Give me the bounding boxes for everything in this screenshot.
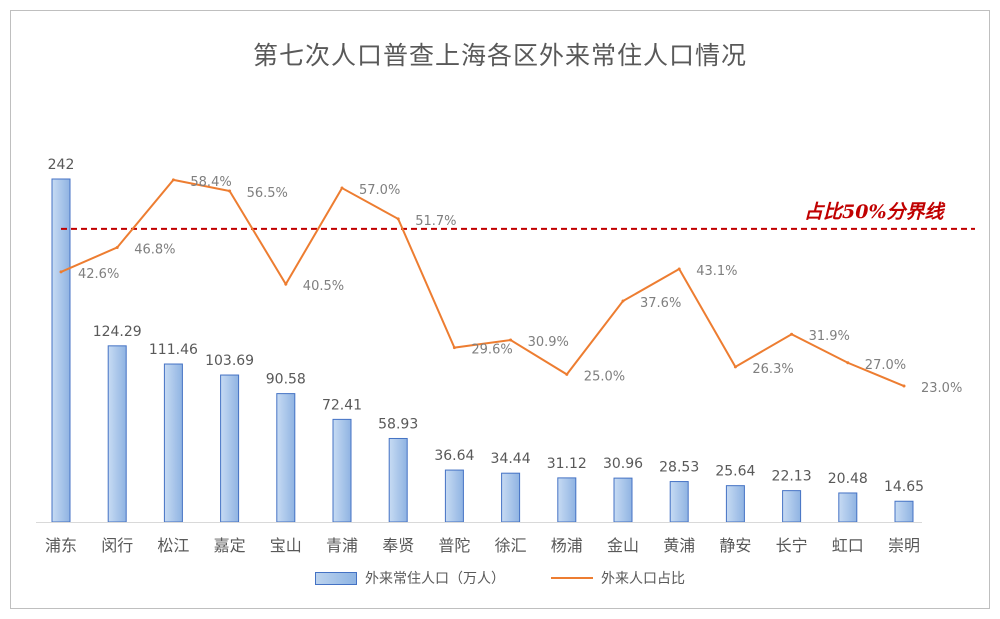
category-label-松江: 松江 <box>157 536 189 555</box>
category-label-普陀: 普陀 <box>438 536 470 555</box>
bar-嘉定 <box>220 374 240 523</box>
bar-value-label: 28.53 <box>659 460 699 476</box>
category-label-宝山: 宝山 <box>270 536 302 555</box>
category-label-闵行: 闵行 <box>101 536 133 555</box>
category-label-嘉定: 嘉定 <box>214 536 246 555</box>
line-value-label: 46.8% <box>134 242 175 257</box>
line-value-label: 25.0% <box>584 369 625 384</box>
line-value-label: 56.5% <box>247 186 288 201</box>
line-point-长宁 <box>790 332 794 336</box>
percentage-line <box>60 178 905 387</box>
line-value-label: 37.6% <box>640 296 681 311</box>
line-point-青浦 <box>340 186 344 190</box>
line-value-label: 40.5% <box>303 279 344 294</box>
line-point-奉贤 <box>396 217 400 221</box>
line-value-label: 43.1% <box>696 264 737 279</box>
line-point-金山 <box>621 299 625 303</box>
legend-swatch-bar <box>315 571 357 585</box>
category-label-浦东: 浦东 <box>45 536 77 555</box>
bar-value-label: 31.12 <box>547 456 587 472</box>
chart-frame <box>10 10 990 609</box>
line-point-黄浦 <box>677 267 681 271</box>
category-label-长宁: 长宁 <box>776 536 808 555</box>
bar-value-label: 111.46 <box>149 342 198 358</box>
bar-闵行 <box>107 345 127 523</box>
bar-金山 <box>613 477 633 523</box>
category-label-杨浦: 杨浦 <box>551 536 583 555</box>
reference-line-label: 占比50%分界线 <box>804 201 945 223</box>
line-point-虹口 <box>846 361 850 365</box>
bar-value-label: 242 <box>48 157 75 173</box>
line-point-闵行 <box>115 245 119 249</box>
line-point-徐汇 <box>509 338 513 342</box>
line-value-label: 23.0% <box>921 381 962 396</box>
legend: 外来常住人口（万人） 外来人口占比 <box>0 568 1000 588</box>
category-label-金山: 金山 <box>607 536 639 555</box>
legend-item-bars: 外来常住人口（万人） <box>315 568 505 588</box>
category-label-奉贤: 奉贤 <box>382 536 414 555</box>
bar-虹口 <box>838 492 858 523</box>
line-value-label: 26.3% <box>752 362 793 377</box>
category-label-静安: 静安 <box>719 536 751 555</box>
bar-value-label: 72.41 <box>322 397 362 413</box>
bar-value-label: 20.48 <box>828 471 868 487</box>
line-value-label: 51.7% <box>415 214 456 229</box>
bar-奉贤 <box>388 437 408 523</box>
bar-青浦 <box>332 418 352 523</box>
bar-value-label: 25.64 <box>715 464 755 480</box>
legend-label-line: 外来人口占比 <box>601 571 685 587</box>
bar-杨浦 <box>557 477 577 523</box>
bar-松江 <box>163 363 183 523</box>
bar-value-label: 22.13 <box>772 469 812 485</box>
bar-value-label: 103.69 <box>205 353 254 369</box>
category-label-黄浦: 黄浦 <box>663 536 695 555</box>
line-point-普陀 <box>452 346 456 350</box>
line-point-崇明 <box>902 384 906 388</box>
legend-swatch-line <box>551 577 593 579</box>
line-value-label: 57.0% <box>359 183 400 198</box>
line-value-label: 31.9% <box>809 329 850 344</box>
line-value-label: 30.9% <box>528 335 569 350</box>
bar-value-label: 30.96 <box>603 456 643 472</box>
bar-崇明 <box>894 500 914 523</box>
bar-普陀 <box>444 469 464 523</box>
category-label-崇明: 崇明 <box>888 536 920 555</box>
line-value-label: 58.4% <box>190 175 231 190</box>
bar-静安 <box>725 485 745 523</box>
line-point-浦东 <box>59 270 63 274</box>
bar-浦东 <box>51 178 71 523</box>
line-value-label: 42.6% <box>78 267 119 282</box>
line-point-宝山 <box>284 282 288 286</box>
line-point-杨浦 <box>565 372 569 376</box>
legend-label-bars: 外来常住人口（万人） <box>365 571 505 587</box>
bar-value-label: 90.58 <box>266 372 306 388</box>
chart-title: 第七次人口普查上海各区外来常住人口情况 <box>252 41 747 70</box>
bar-value-label: 14.65 <box>884 479 924 495</box>
line-point-嘉定 <box>228 189 232 193</box>
legend-item-line: 外来人口占比 <box>551 568 685 588</box>
line-value-label: 29.6% <box>471 343 512 358</box>
bar-长宁 <box>782 490 802 523</box>
line-value-label: 27.0% <box>865 358 906 373</box>
bar-徐汇 <box>501 472 521 523</box>
category-label-徐汇: 徐汇 <box>495 536 527 555</box>
category-label-青浦: 青浦 <box>326 536 358 555</box>
bar-宝山 <box>276 393 296 523</box>
bar-value-label: 124.29 <box>93 324 142 340</box>
category-label-虹口: 虹口 <box>832 536 864 555</box>
bar-value-label: 36.64 <box>434 448 474 464</box>
bar-value-label: 34.44 <box>491 451 531 467</box>
line-point-松江 <box>171 178 175 182</box>
line-point-静安 <box>733 365 737 369</box>
bar-黄浦 <box>669 481 689 523</box>
bar-value-label: 58.93 <box>378 416 418 432</box>
